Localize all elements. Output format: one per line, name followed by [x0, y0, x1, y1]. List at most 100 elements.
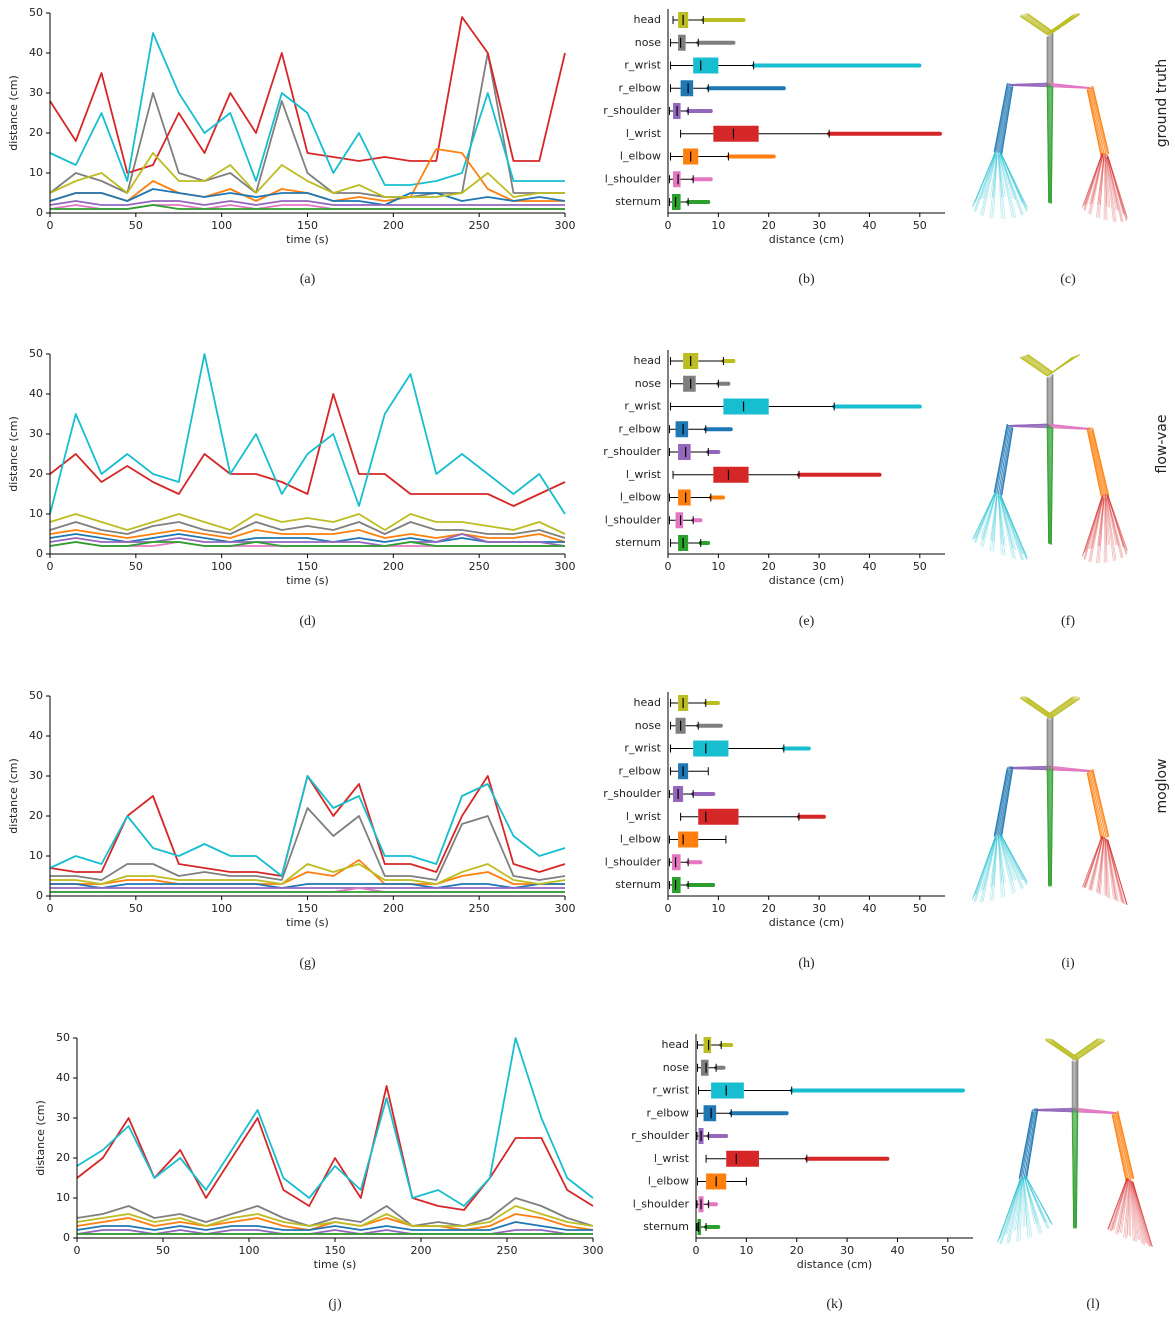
skeleton-line	[1090, 426, 1107, 495]
skeleton-line	[1089, 152, 1104, 205]
skeleton-line	[1083, 835, 1103, 888]
skeleton-line	[1085, 153, 1103, 205]
skeleton-line	[1025, 15, 1052, 34]
skeleton-line	[1000, 495, 1022, 560]
category-label: nose	[663, 1061, 689, 1074]
skeleton-line	[1130, 1180, 1138, 1240]
skeleton-line	[1090, 769, 1107, 838]
skeleton-line	[1106, 494, 1117, 546]
series-line	[49, 393, 566, 507]
series-line	[49, 32, 565, 186]
y-tick-label: 0	[36, 206, 43, 219]
skeleton-line	[1107, 1177, 1128, 1230]
skeleton-line	[980, 151, 997, 200]
skeleton-line	[1090, 771, 1107, 839]
category-label: l_elbow	[648, 1175, 689, 1188]
skeleton-line	[1082, 835, 1103, 888]
skeleton-line	[1021, 356, 1049, 376]
skeleton-line	[1106, 494, 1118, 546]
skeleton-line	[1024, 1176, 1039, 1224]
skeleton-line	[1083, 835, 1103, 888]
skeleton-line	[1098, 497, 1105, 564]
skeleton-line	[973, 491, 996, 539]
skeleton-line	[1107, 1177, 1128, 1230]
skeleton-line	[1107, 839, 1127, 905]
skeleton-line	[1025, 1176, 1053, 1225]
y-tick-label: 40	[56, 1071, 70, 1084]
skeleton-line	[1024, 1178, 1040, 1234]
skeleton-line	[1089, 430, 1106, 498]
skeleton-line	[1104, 838, 1108, 897]
category-label: r_elbow	[618, 764, 661, 777]
skeleton-line	[1090, 152, 1104, 205]
skeleton-line	[1077, 1109, 1117, 1114]
skeleton-line	[1000, 154, 1023, 216]
skeleton-line	[1107, 839, 1125, 904]
x-axis-label: distance (cm)	[769, 916, 844, 929]
category-label: r_shoulder	[603, 787, 661, 800]
category-label: sternum	[615, 195, 661, 208]
category-label: sternum	[643, 1220, 689, 1233]
skeleton-line	[1084, 153, 1103, 205]
skeleton-line	[1107, 155, 1125, 215]
skeleton-line	[1105, 838, 1109, 898]
skeleton-line	[1107, 839, 1128, 906]
x-tick-label: 20	[762, 902, 776, 915]
skeleton-line	[1105, 838, 1111, 899]
skeleton-line	[1087, 427, 1104, 495]
skeleton-line	[998, 834, 1006, 883]
x-tick-label: 100	[211, 902, 232, 915]
skeleton-line	[998, 495, 1006, 557]
skeleton-line	[1000, 835, 1024, 888]
x-tick-label: 20	[762, 219, 776, 232]
skeleton-line	[1023, 1176, 1035, 1225]
skeleton-line	[1106, 154, 1118, 211]
box	[693, 740, 729, 757]
skeleton-line	[1118, 1178, 1129, 1233]
skeleton-line	[1107, 494, 1125, 548]
series-line	[50, 204, 565, 210]
skeleton-line	[974, 491, 996, 539]
skeleton-line	[1111, 1114, 1127, 1182]
skeleton-line	[1098, 837, 1105, 894]
skeleton-line	[1089, 836, 1104, 891]
skeleton-line	[1132, 1181, 1153, 1247]
caption: (b)	[798, 272, 815, 287]
skeleton-line	[1025, 1175, 1053, 1223]
skeleton-line	[983, 492, 997, 539]
skeleton-line	[1105, 493, 1111, 546]
y-axis-label: distance (cm)	[7, 416, 20, 491]
skeleton-line	[1024, 1177, 1043, 1233]
skeleton-line	[981, 492, 997, 539]
box	[697, 1219, 702, 1235]
skeleton-line	[1051, 699, 1079, 719]
series-line	[49, 529, 566, 543]
skeleton-line	[1097, 494, 1105, 547]
skeleton-line	[993, 83, 1008, 153]
skeleton-line	[1088, 771, 1104, 839]
skeleton-line	[1095, 497, 1105, 563]
skeleton-line	[1110, 1178, 1128, 1232]
skeleton-line	[1024, 1175, 1045, 1223]
skeleton-line	[1095, 155, 1105, 218]
skeleton	[997, 1038, 1153, 1248]
skeleton-line	[1000, 834, 1028, 884]
x-tick-label: 250	[497, 1244, 518, 1257]
skeleton-line	[997, 154, 1004, 220]
skeleton-line	[1082, 153, 1103, 208]
skeleton-line	[999, 836, 1013, 894]
skeleton-line	[1107, 156, 1127, 221]
skeleton-line	[974, 151, 996, 203]
skeleton-line	[999, 495, 1013, 559]
skeleton-line	[999, 836, 1017, 893]
skeleton-line	[1121, 1178, 1130, 1234]
skeleton-line	[997, 426, 1011, 495]
category-label: l_wrist	[626, 468, 662, 481]
x-axis-label: distance (cm)	[769, 574, 844, 587]
skeleton-line	[980, 835, 997, 892]
skeleton-line	[1000, 154, 1022, 216]
skeleton-line	[1000, 495, 1028, 558]
skeleton-line	[1106, 156, 1123, 222]
skeleton-line	[1025, 1175, 1048, 1223]
